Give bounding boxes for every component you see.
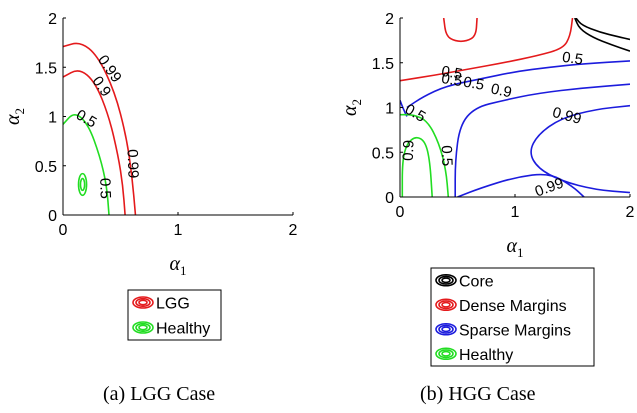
y-tick-label: 1 <box>385 101 394 118</box>
legend-label: Dense Margins <box>459 298 567 315</box>
contour-layer <box>400 18 630 197</box>
contour-label: 0.5 <box>73 106 100 131</box>
y-tick-label: 1.5 <box>35 60 57 77</box>
y-tick-label: 0 <box>48 208 57 225</box>
legend-box <box>430 267 595 367</box>
legend-contour-icon <box>132 296 154 309</box>
contour-dense-margins-0.5 <box>400 18 574 82</box>
caption-hgg: (b) HGG Case <box>420 383 536 405</box>
x-tick-label: 1 <box>174 222 183 239</box>
contour-label: 0.5 <box>440 63 463 83</box>
x-tick-label: 0 <box>59 222 68 239</box>
contour-healthy-0.9 <box>77 172 88 197</box>
contour-label: 0.9 <box>489 80 513 101</box>
contour-sparse-margins-0.5 <box>400 100 408 117</box>
y-tick-label: 2 <box>385 11 394 28</box>
chart-lgg-case: 0.990.90.990.50.50 1 200.511.52α1α2LGGHeal… <box>2 11 298 341</box>
contour-label: 0.5 <box>440 70 463 90</box>
legend: Core Dense Margins Sparse Margins Healthy <box>430 267 595 367</box>
contour-sparse-margins-0.5 <box>406 60 630 109</box>
y-tick-label: 1 <box>48 110 57 127</box>
contour-sparse-margins-0.9 <box>454 83 630 197</box>
y-tick-label: 0.5 <box>35 159 57 176</box>
contour-sparse-margins-0.99 <box>530 104 630 194</box>
contour-label: 0.5 <box>96 178 114 199</box>
legend-contour-icon <box>132 321 154 334</box>
legend-contour-icon <box>435 322 457 336</box>
y-tick-label: 2 <box>48 11 57 28</box>
legend-contour-icon <box>435 347 457 361</box>
contour-healthy-0.5 <box>400 113 450 197</box>
x-axis-label: α1 <box>507 235 524 260</box>
legend-label: Sparse Margins <box>459 322 571 339</box>
y-tick-label: 0 <box>385 190 394 207</box>
legend-label: Healthy <box>156 321 210 338</box>
legend-label: Core <box>459 273 494 290</box>
y-tick-label: 1.5 <box>372 56 394 73</box>
y-axis-label: α2 <box>339 99 364 116</box>
caption-lgg: (a) LGG Case <box>103 383 216 405</box>
chart-hgg-case: 0.50.50.50.50.90.990.990.50.9 0.50 1 200.51… <box>339 11 635 367</box>
contour-dense-margins-0.5 <box>442 18 478 43</box>
contour-label: 0.99 <box>551 104 584 128</box>
x-tick-label: 2 <box>626 204 635 221</box>
legend: LGG Healthy <box>127 289 222 341</box>
contour-label: 0.9 <box>400 140 418 161</box>
x-tick-label: 2 <box>289 222 298 239</box>
legend-contour-icon <box>435 298 457 312</box>
contour-lgg-0.99 <box>63 42 137 215</box>
contour-healthy-0.9 <box>401 136 433 197</box>
contour-core-0.5 <box>574 18 630 52</box>
contour-label: 0.5 <box>438 145 456 166</box>
contour-label: 0.99 <box>124 149 142 179</box>
x-tick-label: 1 <box>511 204 520 221</box>
contour-layer <box>63 42 137 215</box>
legend-contour-icon <box>435 273 457 287</box>
x-axis-label: α1 <box>170 253 187 278</box>
contour-label: 0.5 <box>402 101 429 126</box>
legend-label: LGG <box>156 296 190 313</box>
contour-healthy-0.5 <box>63 113 110 215</box>
contour-healthy-0.99 <box>79 177 86 192</box>
y-tick-label: 0.5 <box>372 145 394 162</box>
contour-label: 0.5 <box>462 74 485 94</box>
legend-label: Healthy <box>459 347 513 364</box>
contour-label: 0.5 <box>561 49 584 69</box>
y-axis-label: α2 <box>2 108 27 125</box>
contour-sparse-margins-0.99 <box>457 173 585 197</box>
contour-core-0.9 <box>575 18 630 41</box>
contour-lgg-0.9 <box>63 70 126 215</box>
x-tick-label: 0 <box>396 204 405 221</box>
